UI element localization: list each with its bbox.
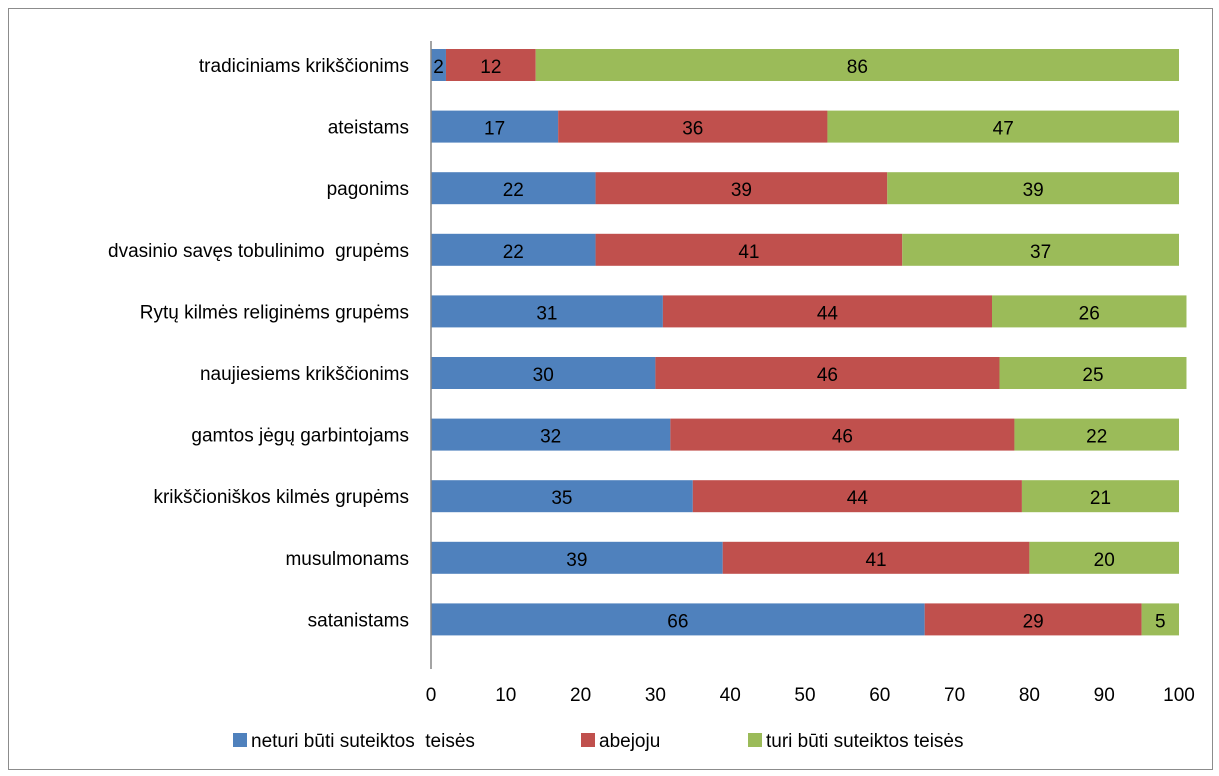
x-tick-label: 70 [944, 685, 965, 706]
legend: neturi būti suteiktos teisės abejoju turi … [233, 731, 963, 752]
data-label: 22 [1086, 427, 1107, 448]
bar-segment [999, 357, 1187, 389]
bar-segment [655, 357, 1000, 389]
legend-label: turi būti suteiktos teisės [766, 731, 963, 752]
category-label: ateistams [328, 118, 409, 139]
bar-segment [924, 603, 1142, 636]
bar-segment [431, 295, 663, 328]
category-label: musulmonams [285, 549, 409, 570]
legend-label: abejoju [599, 731, 660, 752]
data-label: 12 [480, 57, 501, 78]
bar-segment [431, 49, 446, 81]
category-label: naujiesiems krikščionims [200, 364, 409, 385]
data-label: 30 [533, 365, 554, 386]
data-label: 35 [551, 488, 572, 509]
data-label: 32 [540, 427, 561, 448]
x-tick-label: 10 [495, 685, 516, 706]
bar-segment [1029, 541, 1179, 574]
legend-label: neturi būti suteiktos teisės [251, 731, 475, 752]
x-tick-label: 40 [720, 685, 741, 706]
bar-segment [595, 233, 903, 266]
bar-segment [1014, 418, 1179, 451]
bar-segment [595, 172, 888, 205]
bar-segment [431, 480, 693, 513]
data-label: 39 [1023, 180, 1044, 201]
data-label: 2 [433, 57, 444, 78]
data-label: 22 [503, 180, 524, 201]
bar-segment [431, 110, 559, 143]
bar-segment [431, 172, 596, 205]
x-tick-label: 0 [426, 685, 437, 706]
data-label: 86 [847, 57, 868, 78]
data-label: 41 [738, 242, 759, 263]
category-label: pagonims [327, 179, 409, 200]
bar-segment [992, 295, 1187, 328]
data-label: 17 [484, 119, 505, 140]
bar-segment [1141, 603, 1179, 636]
legend-swatch [581, 733, 595, 747]
data-label: 5 [1155, 611, 1166, 632]
data-label: 29 [1023, 611, 1044, 632]
bar-segment [902, 233, 1179, 266]
data-label: 26 [1079, 303, 1100, 324]
category-label: tradiciniams krikščionims [199, 56, 409, 77]
bar-segment [722, 541, 1030, 574]
x-tick-label: 50 [794, 685, 815, 706]
bar-segment [431, 357, 656, 389]
bar-segment [445, 49, 536, 81]
bar-segment [670, 418, 1015, 451]
data-label: 25 [1082, 365, 1103, 386]
category-label: dvasinio savęs tobulinimo grupėms [108, 241, 409, 262]
data-label: 47 [993, 119, 1014, 140]
data-label: 39 [566, 550, 587, 571]
legend-swatch [748, 733, 762, 747]
data-label: 46 [832, 427, 853, 448]
category-label: gamtos jėgų garbintojams [191, 426, 409, 447]
x-tick-label: 80 [1019, 685, 1040, 706]
data-label: 20 [1094, 550, 1115, 571]
bar-segment [1021, 480, 1179, 513]
data-label: 46 [817, 365, 838, 386]
bar-segment [431, 418, 671, 451]
legend-swatch [233, 733, 247, 747]
data-label: 31 [536, 303, 557, 324]
data-label: 44 [817, 303, 839, 324]
x-tick-label: 100 [1163, 685, 1195, 706]
x-tick-label: 90 [1094, 685, 1115, 706]
bar-segment [431, 603, 925, 636]
category-label: satanistams [308, 610, 409, 631]
bar-segment [535, 49, 1179, 81]
data-label: 21 [1090, 488, 1111, 509]
data-label: 22 [503, 242, 524, 263]
x-tick-label: 60 [869, 685, 890, 706]
chart-frame: 2 12 86 17 36 47 22 39 39 22 41 37 31 44 26 30 46 25 32 46 2… [8, 8, 1213, 770]
data-label: 44 [847, 488, 869, 509]
data-label: 39 [731, 180, 752, 201]
x-tick-label: 30 [645, 685, 666, 706]
category-label: krikščioniškos kilmės grupėms [153, 487, 409, 508]
bar-segment [827, 110, 1179, 143]
bar-segment [662, 295, 992, 328]
axis-layer: tradiciniams krikščionims ateistams pagoni… [108, 41, 1195, 706]
data-label: 36 [682, 119, 703, 140]
data-label: 66 [667, 611, 688, 632]
bar-segment [431, 541, 723, 574]
data-label: 41 [865, 550, 886, 571]
bar-segment [887, 172, 1179, 205]
bar-segment [558, 110, 828, 143]
bar-segment [692, 480, 1022, 513]
x-tick-label: 20 [570, 685, 591, 706]
category-label: Rytų kilmės religinėms grupėms [140, 302, 409, 323]
bars-layer [431, 49, 1187, 636]
data-label: 37 [1030, 242, 1051, 263]
bar-segment [431, 233, 596, 266]
